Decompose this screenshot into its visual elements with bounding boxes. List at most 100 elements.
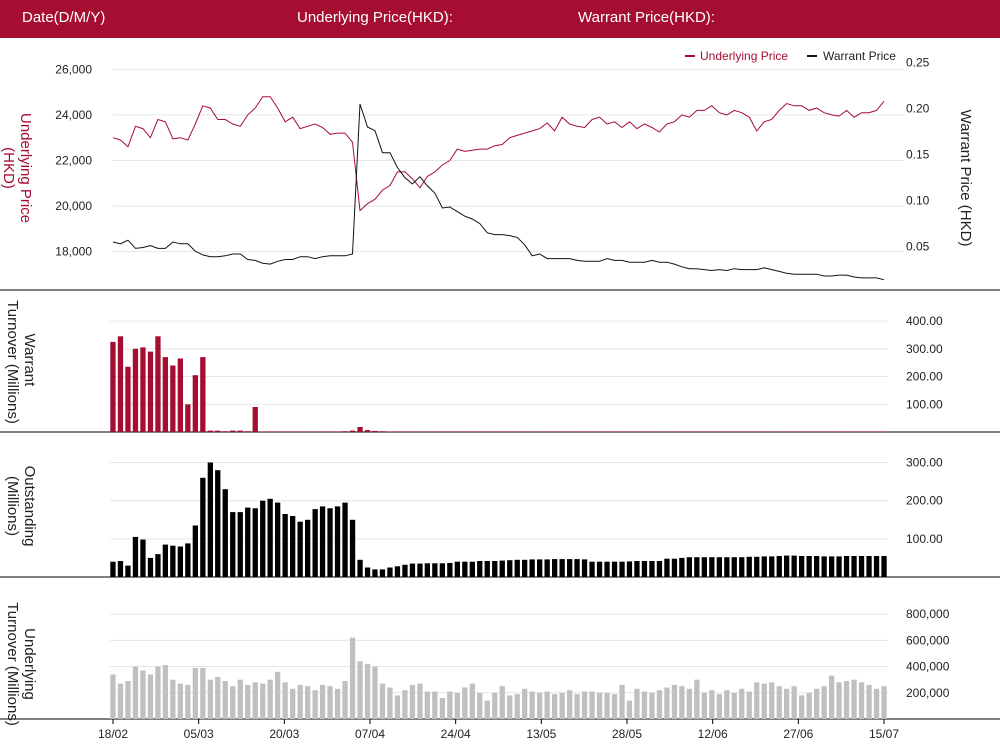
- outstanding-bar: [836, 556, 842, 577]
- underlying-turnover-bar: [881, 686, 887, 719]
- right-tick-label: 100.00: [906, 397, 943, 411]
- warrant-price-label: Warrant Price(HKD):: [578, 9, 715, 26]
- outstanding-bar: [417, 563, 423, 577]
- right-tick-label: 400,000: [906, 660, 950, 674]
- underlying-turnover-bar: [125, 681, 131, 719]
- warrant-turnover-bar: [596, 431, 603, 432]
- underlying-turnover-bar: [387, 687, 393, 719]
- outstanding-bar: [237, 512, 243, 577]
- right-axis-title: Warrant Price (HKD): [957, 110, 974, 247]
- warrant-turnover-bar: [245, 431, 251, 432]
- warrant-turnover-bar: [656, 431, 663, 432]
- outstanding-bar: [746, 556, 752, 577]
- underlying-turnover-bar: [379, 683, 386, 719]
- outstanding-bar: [170, 545, 176, 577]
- right-tick-label: 0.10: [906, 194, 930, 208]
- legend-item: Underlying Price: [700, 49, 788, 63]
- warrant-turnover-bar: [739, 431, 745, 432]
- warrant-turnover-bar: [664, 431, 670, 432]
- warrant-turnover-bar: [881, 431, 887, 432]
- outstanding-bar: [724, 557, 730, 577]
- underlying-turnover-bar: [829, 675, 835, 719]
- warrant-turnover-bar: [604, 431, 610, 432]
- underlying-turnover-bar: [200, 667, 206, 719]
- warrant-turnover-bar: [215, 430, 221, 432]
- warrant-turnover-bar: [155, 336, 161, 432]
- warrant-turnover-bar: [132, 348, 139, 432]
- warrant-turnover-bar: [814, 431, 820, 432]
- right-tick-label: 300.00: [906, 342, 943, 356]
- outstanding-bar: [514, 559, 520, 577]
- outstanding-bar: [312, 509, 318, 577]
- warrant-turnover-bar: [829, 431, 835, 432]
- outstanding-bar: [245, 507, 251, 577]
- underlying-turnover-bar: [364, 663, 371, 719]
- warrant-turnover-bar: [784, 431, 790, 432]
- warrant-turnover-bar: [342, 431, 348, 432]
- underlying-turnover-bar: [267, 679, 273, 719]
- underlying-turnover-bar: [544, 691, 550, 719]
- warrant-turnover-bar: [791, 431, 797, 432]
- underlying-turnover-bar: [619, 684, 625, 719]
- outstanding-bar: [409, 563, 416, 577]
- underlying-turnover-bar: [552, 694, 558, 719]
- outstanding-axis-title: Outstanding(Millions): [4, 466, 38, 547]
- underlying-turnover-bar: [357, 661, 363, 719]
- outstanding-bar: [394, 566, 401, 577]
- underlying-turnover-bar: [222, 681, 228, 719]
- warrant-turnover-bar: [349, 430, 356, 432]
- warrant-turnover-bar: [110, 341, 116, 432]
- x-tick-label: 12/06: [698, 727, 728, 741]
- underlying-turnover-bar: [843, 681, 850, 719]
- underlying-turnover-bar: [611, 694, 618, 719]
- warrant-turnover-bar: [581, 431, 588, 432]
- warrant-turnover-bar: [776, 431, 782, 432]
- warrant-turnover-bar: [252, 407, 258, 432]
- x-tick-label: 18/02: [98, 727, 128, 741]
- warrant-turnover-bar: [432, 431, 438, 432]
- underlying-turnover-bar: [754, 682, 760, 719]
- outstanding-bar: [634, 561, 640, 577]
- underlying-turnover-bar: [851, 679, 857, 719]
- right-tick-label: 600,000: [906, 633, 950, 647]
- outstanding-bar: [671, 558, 678, 577]
- warrant-turnover-bar: [769, 431, 775, 432]
- underlying-turnover-bar: [739, 688, 745, 719]
- underlying-turnover-bar: [866, 684, 872, 719]
- warrant-turnover-bar: [799, 431, 805, 432]
- outstanding-bar: [596, 561, 603, 577]
- underlying-turnover-bar: [484, 700, 490, 719]
- underlying-turnover-bar: [776, 686, 782, 719]
- underlying-turnover-bar: [312, 690, 318, 719]
- underlying-turnover-bar: [664, 687, 670, 719]
- warrant-turnover-bar: [372, 430, 378, 432]
- underlying-turnover-bar: [514, 694, 520, 719]
- warrant-turnover-bar: [162, 357, 168, 432]
- outstanding-bar: [694, 557, 700, 577]
- x-tick-label: 15/07: [869, 727, 899, 741]
- outstanding-bar: [552, 559, 558, 577]
- warrant-turnover-bar: [477, 431, 483, 432]
- warrant-turnover-bar: [222, 431, 228, 432]
- x-tick-label: 20/03: [269, 727, 299, 741]
- underlying-turnover-bar: [821, 686, 827, 719]
- warrant-turnover-bar: [327, 431, 333, 432]
- underlying-turnover-bar: [275, 671, 281, 719]
- underlying-turnover-bar: [634, 688, 640, 719]
- outstanding-bar: [147, 557, 154, 577]
- underlying-turnover-bar: [290, 688, 296, 719]
- warrant-turnover-bar: [537, 431, 543, 432]
- outstanding-bar: [858, 556, 865, 577]
- warrant-turnover-bar: [484, 431, 490, 432]
- warrant-turnover-bar: [207, 430, 213, 432]
- warrant-turnover-bar: [230, 430, 236, 432]
- outstanding-bar: [222, 489, 228, 577]
- underlying-turnover-bar: [836, 682, 842, 719]
- warrant-turnover-bar: [731, 431, 737, 432]
- right-tick-label: 0.25: [906, 56, 930, 70]
- underlying-turnover-bar: [260, 683, 266, 719]
- underlying-turnover-bar: [207, 679, 213, 719]
- warrant-turnover-bar: [746, 431, 752, 432]
- warrant-turnover-bar: [282, 431, 288, 432]
- left-axis-title: Underlying Price(HKD): [0, 113, 34, 223]
